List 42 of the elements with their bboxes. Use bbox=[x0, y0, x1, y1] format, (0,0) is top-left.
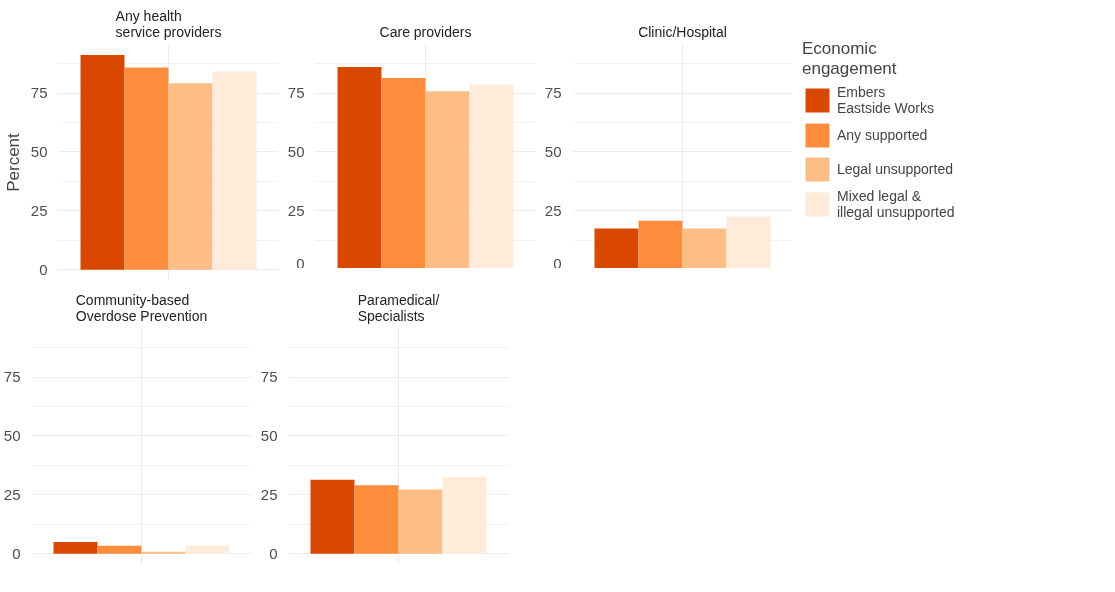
bar bbox=[168, 83, 213, 270]
bar bbox=[310, 479, 355, 554]
y-tick-label: 25 bbox=[30, 201, 48, 219]
y-tick-label: 50 bbox=[3, 426, 21, 444]
chart-title: Paramedical/ Specialists bbox=[357, 291, 440, 324]
bar bbox=[124, 67, 169, 270]
bar bbox=[212, 71, 257, 270]
bar bbox=[354, 485, 399, 554]
y-tick-label: 75 bbox=[287, 84, 305, 102]
y-tick-label: 75 bbox=[3, 368, 21, 386]
y-tick-label: 0 bbox=[39, 260, 48, 278]
y-tick-label: 0 bbox=[553, 254, 562, 272]
legend-label: Mixed legal & illegal unsupported bbox=[837, 188, 955, 221]
y-tick-label: 75 bbox=[30, 84, 48, 102]
y-tick-label: 0 bbox=[269, 544, 278, 562]
y-tick-label: 25 bbox=[544, 201, 562, 219]
y-tick-label: 25 bbox=[3, 485, 21, 503]
y-tick-label: 0 bbox=[12, 544, 21, 562]
legend-label: Embers Eastside Works bbox=[837, 84, 934, 117]
bar bbox=[398, 489, 443, 554]
y-axis-title: Percent bbox=[3, 132, 23, 192]
bar bbox=[80, 55, 125, 270]
legend-title: Economic engagement bbox=[802, 39, 898, 80]
legend-label: Legal unsupported bbox=[837, 161, 953, 178]
y-tick-label: 25 bbox=[287, 201, 305, 219]
bar bbox=[185, 545, 230, 554]
y-tick-label: 25 bbox=[260, 485, 278, 503]
y-tick-label: 75 bbox=[544, 84, 562, 102]
y-tick-label: 50 bbox=[287, 142, 305, 160]
y-tick-label: 50 bbox=[260, 426, 278, 444]
chart-title: Any health service providers bbox=[115, 7, 222, 40]
chart-title: Community-based Overdose Prevention bbox=[75, 291, 208, 324]
y-tick-label: 0 bbox=[296, 254, 305, 272]
y-tick-label: 50 bbox=[30, 142, 48, 160]
chart-title: Clinic/Hospital bbox=[638, 23, 727, 40]
bar bbox=[53, 541, 98, 554]
y-tick-label: 75 bbox=[260, 368, 278, 386]
bar bbox=[97, 545, 142, 554]
bar bbox=[442, 476, 487, 554]
legend-label: Any supported bbox=[837, 127, 928, 144]
chart-title: Care providers bbox=[379, 23, 472, 40]
y-tick-label: 50 bbox=[544, 142, 562, 160]
